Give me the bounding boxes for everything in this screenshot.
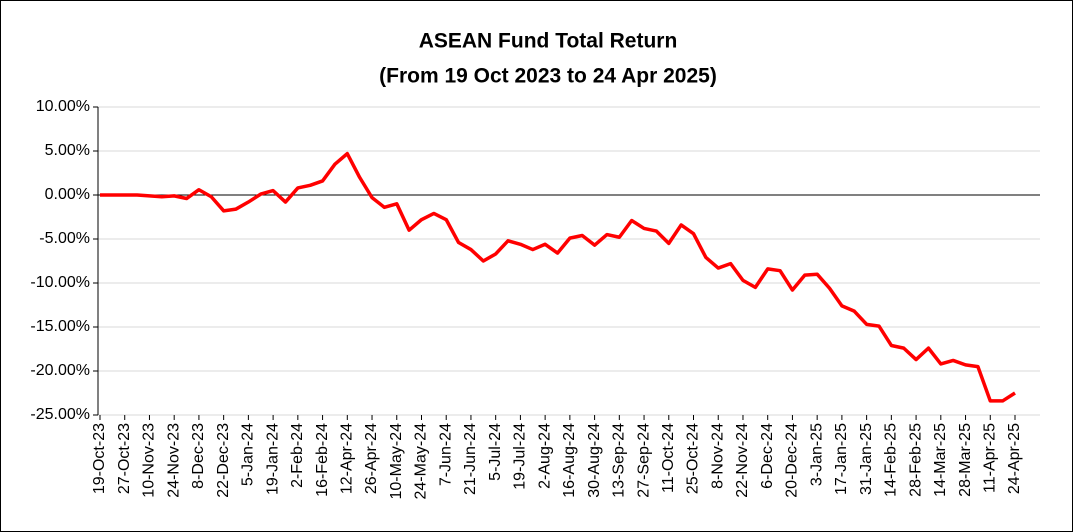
x-tick-label: 24-Nov-23 xyxy=(165,423,182,498)
x-tick-label: 7-Jun-24 xyxy=(437,423,454,486)
y-tick-label: 0.00% xyxy=(45,186,90,203)
x-tick-label: 16-Feb-24 xyxy=(314,423,331,497)
y-tick-label: 5.00% xyxy=(45,142,90,159)
x-tick-label: 27-Sep-24 xyxy=(635,423,652,498)
x-tick-label: 20-Dec-24 xyxy=(784,423,801,498)
x-tick-label: 26-Apr-24 xyxy=(363,423,380,494)
x-tick-label: 6-Dec-24 xyxy=(759,423,776,489)
chart-title: ASEAN Fund Total Return xyxy=(419,30,678,53)
x-tick-label: 22-Dec-23 xyxy=(215,423,232,498)
x-tick-label: 19-Jul-24 xyxy=(512,423,529,490)
x-tick-label: 24-Apr-25 xyxy=(1006,423,1023,494)
y-tick-label: 10.00% xyxy=(36,98,90,115)
y-tick-label: -25.00% xyxy=(30,406,90,423)
x-tick-label: 5-Jan-24 xyxy=(240,423,257,486)
x-tick-label: 24-May-24 xyxy=(413,423,430,500)
x-tick-label: 22-Nov-24 xyxy=(734,423,751,498)
x-tick-label: 10-May-24 xyxy=(388,423,405,500)
x-tick-label: 30-Aug-24 xyxy=(586,423,603,498)
x-tick-label: 27-Oct-23 xyxy=(116,423,133,494)
x-tick-label: 3-Jan-25 xyxy=(808,423,825,486)
x-tick-label: 11-Oct-24 xyxy=(660,423,677,493)
x-tick-label: 5-Jul-24 xyxy=(487,423,504,481)
x-tick-label: 28-Feb-25 xyxy=(907,423,924,497)
x-tick-label: 14-Mar-25 xyxy=(932,423,949,497)
x-tick-label: 12-Apr-24 xyxy=(339,423,356,494)
x-tick-label: 2-Aug-24 xyxy=(536,423,553,489)
x-tick-label: 8-Dec-23 xyxy=(190,423,207,489)
x-tick-label: 2-Feb-24 xyxy=(289,423,306,488)
y-tick-label: -10.00% xyxy=(30,274,90,291)
x-tick-label: 11-Apr-25 xyxy=(981,423,998,493)
x-tick-label: 10-Nov-23 xyxy=(141,423,158,498)
x-tick-label: 17-Jan-25 xyxy=(833,423,850,495)
chart-subtitle: (From 19 Oct 2023 to 24 Apr 2025) xyxy=(379,65,717,88)
x-tick-label: 28-Mar-25 xyxy=(957,423,974,497)
y-tick-label: -5.00% xyxy=(39,230,90,247)
series-line xyxy=(100,151,1016,403)
x-tick-label: 13-Sep-24 xyxy=(611,423,628,498)
y-tick-label: -15.00% xyxy=(30,318,90,335)
x-tick-label: 25-Oct-24 xyxy=(685,423,702,494)
x-tick-label: 14-Feb-25 xyxy=(883,423,900,497)
y-tick-label: -20.00% xyxy=(30,362,90,379)
x-tick-label: 31-Jan-25 xyxy=(858,423,875,495)
x-tick-label: 19-Oct-23 xyxy=(91,423,108,494)
x-tick-label: 16-Aug-24 xyxy=(561,423,578,498)
x-tick-label: 19-Jan-24 xyxy=(264,423,281,495)
x-tick-label: 8-Nov-24 xyxy=(709,423,726,489)
x-tick-label: 21-Jun-24 xyxy=(462,423,479,495)
